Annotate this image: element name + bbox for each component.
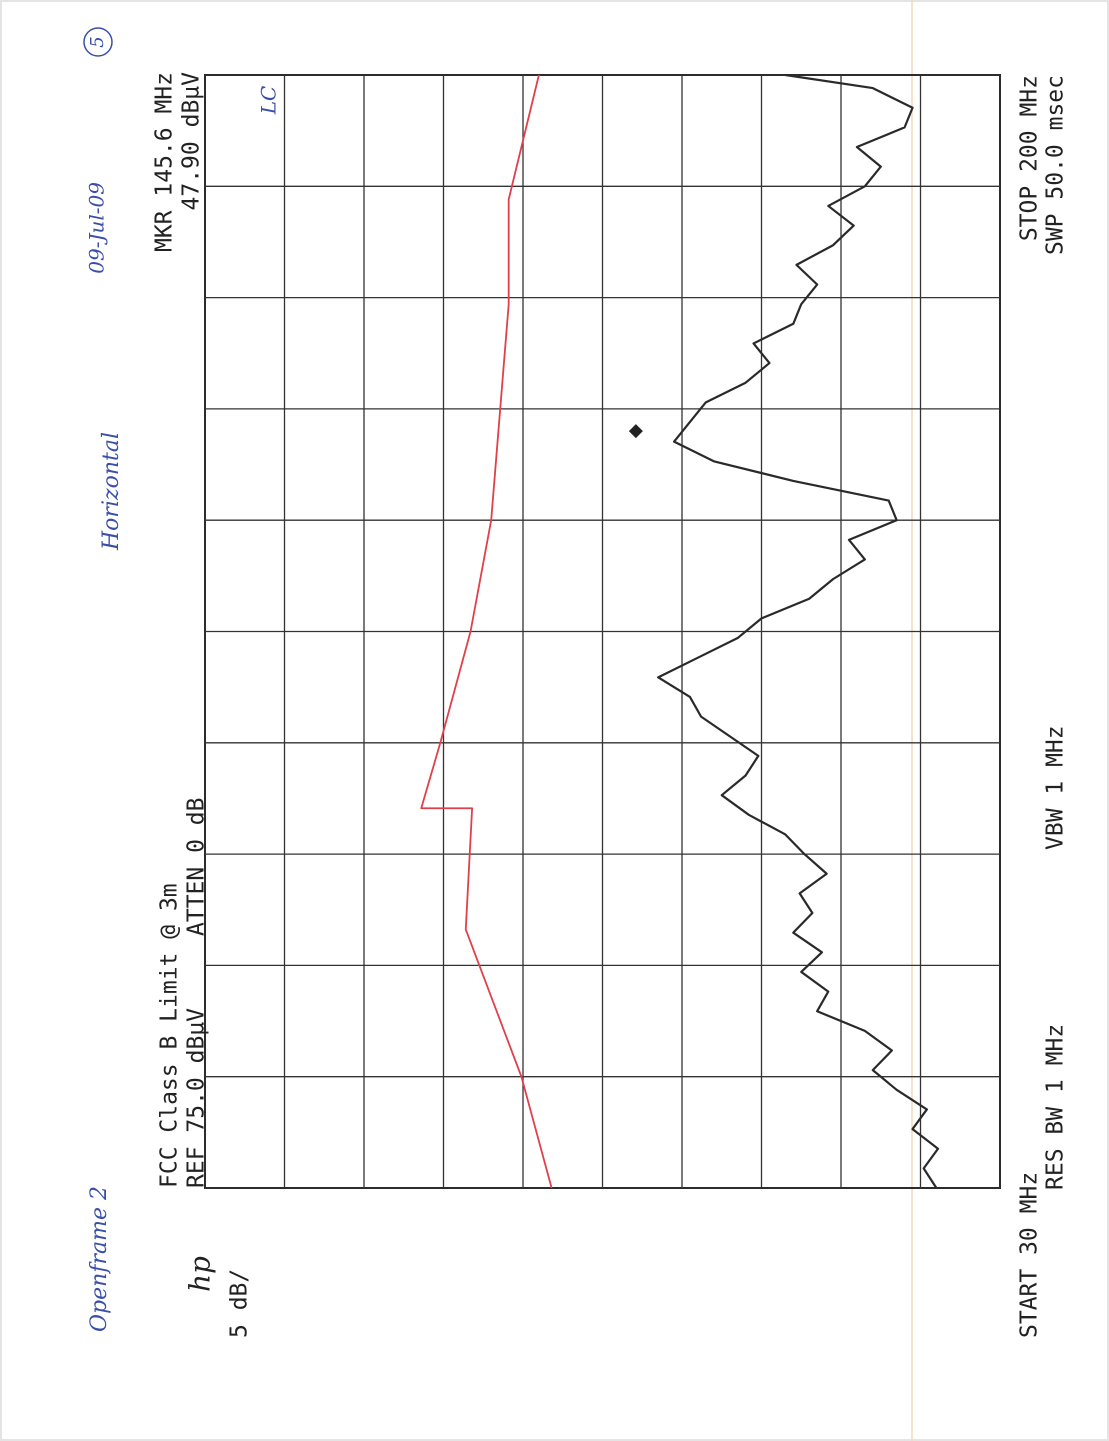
page-note: 5 <box>87 36 108 47</box>
marker-level: 47.90 dBµV <box>179 72 205 211</box>
initials-note: LC <box>257 86 281 116</box>
stop: STOP 200 MHz <box>1017 75 1043 241</box>
setup-note: Openframe 2 <box>87 1186 112 1332</box>
trace <box>657 73 940 1189</box>
attenuation: ATTEN 0 dB <box>184 798 210 936</box>
polarization-note: Horizontal <box>99 432 124 551</box>
vbw: VBW 1 MHz <box>1043 725 1069 850</box>
sweep: SWP 50.0 msec <box>1043 75 1069 255</box>
marker-frequency: MKR 145.6 MHz <box>152 72 178 252</box>
date-note: 09-Jul-09 <box>85 182 109 274</box>
scale: 5 dB/ <box>227 1269 253 1338</box>
page-circle <box>83 27 113 57</box>
title: FCC Class B Limit @ 3m <box>157 883 183 1188</box>
brand-logo: hp <box>184 1256 217 1292</box>
trace <box>420 74 553 1189</box>
reference: REF 75.0 dBµV <box>184 1008 210 1188</box>
res-bw: RES BW 1 MHz <box>1043 1024 1069 1190</box>
plot <box>204 73 1001 1189</box>
start: START 30 MHz <box>1017 1172 1043 1338</box>
